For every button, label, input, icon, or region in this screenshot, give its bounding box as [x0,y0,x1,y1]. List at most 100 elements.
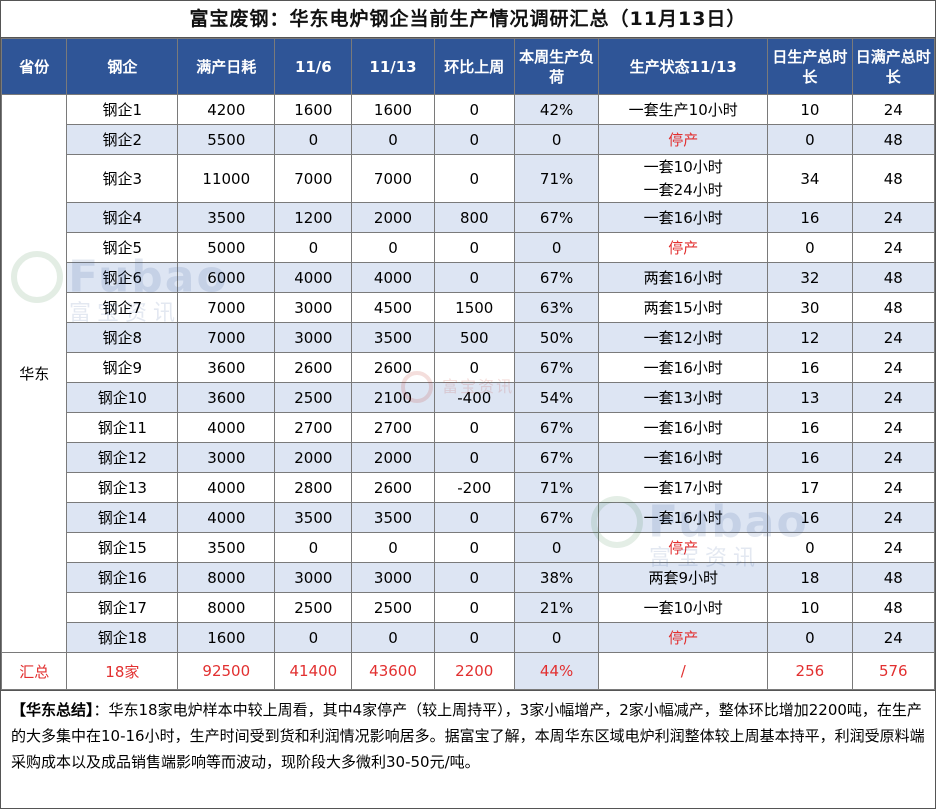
load-cell: 67% [513,262,600,293]
header-load: 本周生产负荷 [513,38,600,95]
full-daily-cell: 7000 [177,322,276,353]
load-cell: 71% [513,472,600,503]
load-cell: 67% [513,442,600,473]
table-row: 钢企8 7000 3000 3500 500 50% 一套12小时 12 24 [2,322,936,353]
change-cell: -400 [433,382,515,413]
status-cell: 一套生产10小时 [598,94,769,125]
change-cell: 0 [433,262,515,293]
full-daily-cell: 4200 [177,94,276,125]
company-cell: 钢企16 [66,562,179,593]
load-cell: 71% [513,154,600,203]
company-cell: 钢企10 [66,382,179,413]
table-row: 华东 钢企1 4200 1600 1600 0 42% 一套生产10小时 10 24 [0,94,936,653]
status-cell: 一套16小时 [598,502,769,533]
cur-week-cell: 3500 [351,502,435,533]
hours-cell: 10 [767,94,853,125]
summary-text: ：华东18家电炉样本中较上周看，其中4家停产（较上周持平），3家小幅增产，2家小… [11,701,925,771]
company-cell: 钢企1 [66,94,179,125]
change-cell: 0 [433,154,515,203]
total-status-cell: / [598,652,769,690]
full-hours-cell: 24 [851,232,936,263]
change-cell: 0 [433,442,515,473]
header-prev-week: 11/6 [274,38,353,95]
full-hours-cell: 24 [851,352,936,383]
full-daily-cell: 8000 [177,562,276,593]
hours-cell: 34 [767,154,853,203]
summary-label: 【华东总结】 [11,701,94,719]
status-line: 一套24小时 [643,180,723,199]
cur-week-cell: 2500 [351,592,435,623]
table-row: 钢企16 8000 3000 3000 0 38% 两套9小时 18 48 [2,562,936,593]
total-change-cell: 2200 [433,652,515,690]
table-row: 钢企3 11000 7000 7000 0 71% 一套10小时 一套24小时 34 48 [2,154,936,203]
cur-week-cell: 0 [351,232,435,263]
status-cell: 一套10小时 一套24小时 [598,154,769,203]
status-line: 一套16小时 [643,509,723,527]
company-cell: 钢企7 [66,292,179,323]
cur-week-cell: 3500 [351,322,435,353]
status-cell: 一套17小时 [598,472,769,503]
full-hours-cell: 24 [851,532,936,563]
hours-cell: 10 [767,592,853,623]
header-change: 环比上周 [433,38,515,95]
header-row: 省份 钢企 满产日耗 11/6 11/13 环比上周 本周生产负荷 生产状态11… [0,38,936,95]
province-cell: 华东 [0,94,68,653]
load-cell: 67% [513,412,600,443]
table-row: 钢企12 3000 2000 2000 0 67% 一套16小时 16 24 [2,442,936,473]
company-cell: 钢企5 [66,232,179,263]
change-cell: 0 [433,94,515,125]
table-row: 钢企17 8000 2500 2500 0 21% 一套10小时 10 48 [2,592,936,623]
hours-cell: 16 [767,352,853,383]
full-daily-cell: 3600 [177,382,276,413]
prev-week-cell: 2700 [274,412,353,443]
prev-week-cell: 0 [274,232,353,263]
company-cell: 钢企3 [66,154,179,203]
load-cell: 21% [513,592,600,623]
header-status: 生产状态11/13 [598,38,769,95]
change-cell: 0 [433,124,515,155]
load-cell: 38% [513,562,600,593]
full-hours-cell: 24 [851,382,936,413]
total-full-hours-cell: 576 [851,652,936,690]
hours-cell: 16 [767,202,853,233]
status-cell: 两套15小时 [598,292,769,323]
prev-week-cell: 0 [274,532,353,563]
status-cell: 一套16小时 [598,352,769,383]
status-line: 一套10小时 [643,157,723,176]
full-daily-cell: 4000 [177,412,276,443]
status-line: 一套生产10小时 [628,101,738,119]
change-cell: 800 [433,202,515,233]
prev-week-cell: 4000 [274,262,353,293]
total-hours-cell: 256 [767,652,853,690]
total-label-cell: 汇总 [0,652,68,690]
status-cell: 停产 [598,232,769,263]
status-line: 停产 [668,131,699,149]
change-cell: 500 [433,322,515,353]
load-cell: 63% [513,292,600,323]
hours-cell: 32 [767,262,853,293]
change-cell: 1500 [433,292,515,323]
cur-week-cell: 4500 [351,292,435,323]
full-hours-cell: 24 [851,502,936,533]
cur-week-cell: 0 [351,532,435,563]
total-cur-week-cell: 43600 [351,652,435,690]
status-cell: 两套16小时 [598,262,769,293]
full-daily-cell: 8000 [177,592,276,623]
cur-week-cell: 2600 [351,472,435,503]
status-line: 一套16小时 [643,449,723,467]
hours-cell: 0 [767,622,853,653]
header-full-hours: 日满产总时长 [851,38,936,95]
status-cell: 一套12小时 [598,322,769,353]
page-title: 富宝废钢：华东电炉钢企当前生产情况调研汇总（11月13日） [1,1,935,38]
prev-week-cell: 0 [274,124,353,155]
prev-week-cell: 2800 [274,472,353,503]
full-hours-cell: 48 [851,292,936,323]
table-row: 钢企7 7000 3000 4500 1500 63% 两套15小时 30 48 [2,292,936,323]
prev-week-cell: 2500 [274,382,353,413]
cur-week-cell: 2100 [351,382,435,413]
status-line: 一套13小时 [643,389,723,407]
prev-week-cell: 3000 [274,322,353,353]
company-cell: 钢企6 [66,262,179,293]
cur-week-cell: 2000 [351,442,435,473]
table-row: 钢企11 4000 2700 2700 0 67% 一套16小时 16 24 [2,412,936,443]
